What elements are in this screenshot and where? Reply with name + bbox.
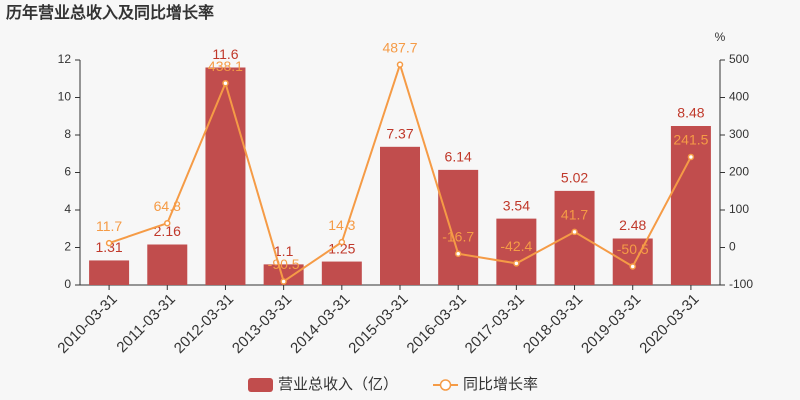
- y2-tick-label: 300: [729, 127, 749, 141]
- line-point: [513, 260, 520, 267]
- y2-tick-label: -100: [729, 277, 753, 291]
- line-value-label: 11.7: [96, 218, 122, 234]
- legend-label: 营业总收入（亿）: [278, 376, 398, 393]
- y-tick-label: 2: [64, 240, 71, 254]
- line-point: [571, 228, 578, 236]
- line-point: [280, 278, 287, 285]
- y2-axis-label: %: [715, 30, 726, 44]
- line-value-label: 64.8: [154, 198, 181, 214]
- bar: [205, 67, 246, 285]
- y2-tick-label: 100: [729, 202, 749, 216]
- bar-value-label: 1.25: [328, 240, 355, 256]
- bar-value-label: 1.1: [274, 243, 294, 259]
- line-value-label: -50.5: [617, 241, 649, 257]
- legend-label: 同比增长率: [463, 376, 538, 393]
- y-tick-label: 10: [58, 90, 72, 104]
- line-point: [454, 250, 462, 258]
- bar-value-label: 1.31: [95, 239, 122, 255]
- bar-value-label: 5.02: [561, 170, 588, 186]
- line-value-label: 438.1: [208, 58, 243, 74]
- line-value-label: -42.4: [500, 238, 532, 254]
- bar: [147, 244, 188, 285]
- line-value-label: 487.7: [382, 39, 417, 55]
- bar-value-label: 6.14: [445, 149, 472, 165]
- chart-title: 历年营业总收入及同比增长率: [6, 3, 214, 22]
- y2-tick-label: 500: [729, 52, 749, 66]
- y-tick-label: 4: [64, 202, 71, 216]
- line-value-label: -90.5: [268, 256, 300, 272]
- y2-tick-label: 400: [729, 90, 749, 104]
- line-value-label: 41.7: [561, 207, 588, 223]
- bar: [380, 146, 420, 285]
- line-point: [396, 61, 404, 68]
- bar-value-label: 3.54: [503, 197, 530, 213]
- line-point: [105, 239, 113, 247]
- line-point: [687, 153, 695, 161]
- line-value-label: 14.3: [328, 217, 355, 233]
- bar-value-label: 8.48: [677, 105, 704, 121]
- y-tick-label: 12: [58, 52, 72, 66]
- bar-value-label: 2.48: [619, 217, 646, 233]
- bar: [438, 169, 479, 285]
- legend-swatch: [248, 378, 273, 392]
- legend-swatch-marker: [439, 379, 452, 391]
- bar: [554, 190, 595, 285]
- bar: [89, 260, 130, 285]
- y2-tick-label: 200: [729, 165, 749, 179]
- y-tick-label: 0: [64, 277, 71, 291]
- line-value-label: -16.7: [442, 228, 474, 244]
- line-point: [222, 79, 229, 87]
- bar: [670, 126, 711, 285]
- bar: [321, 261, 362, 285]
- y-tick-label: 6: [64, 165, 71, 179]
- y-tick-label: 8: [64, 127, 71, 141]
- line-point: [164, 219, 171, 227]
- bar: [496, 218, 537, 285]
- bar: [263, 264, 304, 285]
- line-point: [338, 238, 346, 246]
- line-point: [629, 263, 636, 270]
- bar-value-label: 11.6: [212, 46, 238, 62]
- bar-value-label: 2.16: [154, 223, 181, 239]
- y2-tick-label: 0: [729, 240, 736, 254]
- bar-value-label: 7.37: [386, 126, 413, 142]
- line-value-label: 241.5: [673, 132, 708, 148]
- bar: [612, 238, 653, 285]
